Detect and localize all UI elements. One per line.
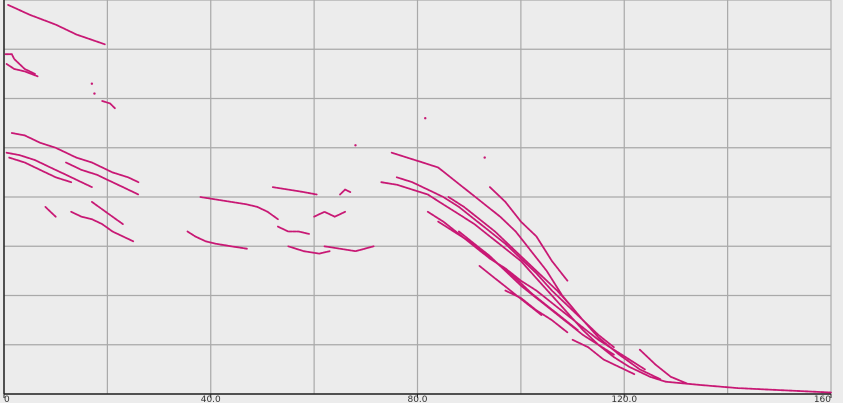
data-series-4 [10,132,140,184]
data-series-3 [101,100,116,110]
data-series-11 [199,196,279,221]
data-series-14 [277,225,310,235]
data-series-21 [395,176,615,349]
data-point-4 [90,82,94,85]
chart-x-ticks: 0 40.0 80.0 120.0 160 [3,394,832,403]
data-series-12 [186,230,248,250]
data-series-28 [504,289,569,334]
x-tick-label-1: 40.0 [201,395,221,403]
x-tick-label-2: 80.0 [407,395,427,403]
data-series-19 [390,151,662,381]
data-series-0 [7,4,106,46]
data-series-8 [44,206,57,218]
data-series-31 [664,380,832,394]
data-series-6 [8,156,73,184]
data-series-9 [70,210,135,243]
x-tick-label-0: 0 [4,395,10,403]
x-tick-label-3: 120.0 [611,395,637,403]
data-series-17 [323,245,375,253]
data-series-2 [5,63,39,78]
data-series-18 [339,188,352,196]
data-series-1 [4,53,36,75]
data-series-24 [447,196,574,309]
data-series-20 [380,181,667,383]
x-tick-label-4: 160 [814,395,831,403]
data-series-10 [91,201,124,225]
data-point-2 [354,144,357,147]
data-series-7 [65,161,140,196]
data-series-5 [5,151,93,188]
data-series-25 [458,230,615,356]
data-series-27 [489,186,569,282]
data-series-13 [271,186,318,196]
data-series-30 [638,348,688,385]
data-series-16 [313,210,346,218]
data-point-0 [93,92,96,95]
data-series-15 [287,245,331,255]
chart-series [4,4,832,394]
data-point-3 [483,156,486,159]
data-point-1 [424,117,427,120]
data-series-29 [571,338,636,376]
